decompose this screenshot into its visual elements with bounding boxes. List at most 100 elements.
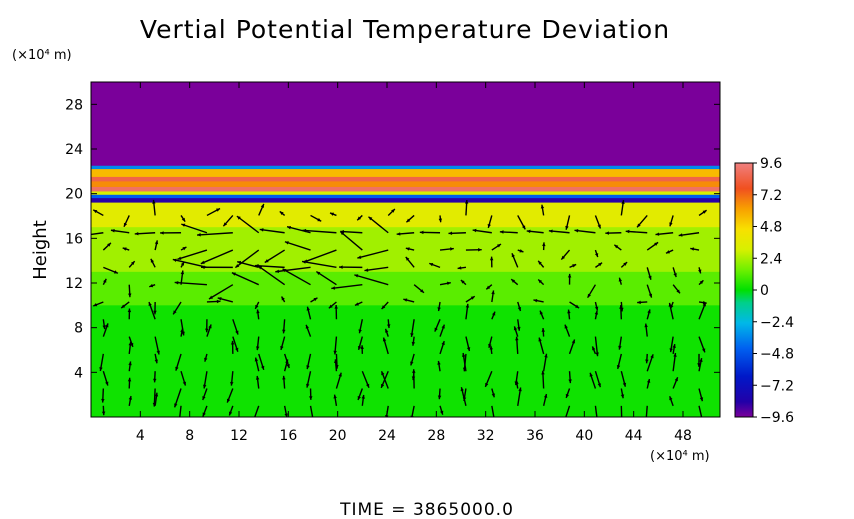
x-axis: 4 8 12 16 20 24 28 32 36 40 44 48	[136, 82, 692, 444]
flow-arrow	[462, 388, 467, 402]
flow-arrow	[587, 284, 597, 299]
flow-arrow	[286, 225, 311, 234]
flow-arrow	[360, 345, 364, 354]
colorbar-tick-label: 9.6	[760, 156, 782, 172]
wind-vector-field	[91, 199, 707, 417]
flow-arrow	[460, 279, 467, 286]
flow-arrow	[154, 240, 159, 251]
colorbar-tick-label: 0	[760, 283, 769, 299]
flow-arrow	[594, 301, 599, 311]
flow-arrow	[567, 273, 572, 285]
flow-arrow	[537, 278, 545, 286]
flow-arrow	[514, 371, 519, 386]
flow-arrow	[255, 375, 260, 389]
flow-arrow	[698, 336, 706, 353]
flow-arrow	[465, 248, 482, 252]
flow-arrow	[403, 298, 415, 303]
flow-arrow	[517, 387, 522, 406]
flow-arrow	[411, 336, 416, 346]
flow-arrow	[646, 354, 654, 372]
flow-arrow	[354, 301, 363, 307]
flow-arrow	[595, 262, 603, 268]
flow-arrow	[259, 228, 285, 234]
flow-arrow	[177, 249, 208, 260]
flow-arrow	[594, 249, 599, 258]
flow-arrow	[616, 353, 623, 370]
flow-arrow	[460, 387, 467, 406]
flow-arrow	[542, 353, 548, 372]
flow-arrow	[437, 360, 441, 372]
flow-arrow	[173, 388, 182, 408]
flow-arrow	[410, 353, 415, 366]
flow-arrow	[499, 230, 518, 234]
colorbar-tick-label: 7.2	[760, 188, 782, 204]
flow-arrow	[153, 301, 157, 315]
colorbar-ticks: 9.6 7.2 4.8 2.4 0 −2.4 −4.8 −7.2 −9.6	[753, 156, 794, 426]
flow-arrow	[103, 266, 119, 274]
flow-arrow	[411, 371, 416, 381]
flow-arrow	[672, 344, 676, 355]
flow-arrow	[127, 377, 132, 389]
flow-arrow	[540, 204, 545, 216]
flow-arrow	[698, 267, 702, 274]
flow-arrow	[548, 229, 570, 234]
flow-arrow	[128, 260, 136, 268]
flow-arrow	[202, 388, 208, 401]
flow-arrow	[128, 395, 133, 406]
y-tick-label: 20	[65, 187, 83, 203]
flow-arrow	[511, 253, 519, 268]
flow-arrow	[517, 249, 524, 253]
flow-arrow	[368, 216, 389, 234]
flow-arrow	[678, 232, 700, 237]
flow-arrow	[513, 326, 519, 337]
flow-arrow	[92, 209, 104, 217]
flow-arrow	[102, 242, 112, 251]
flow-arrow	[232, 336, 239, 352]
flow-arrow	[491, 311, 496, 320]
flow-arrow	[437, 301, 441, 312]
flow-arrow	[646, 267, 652, 280]
flow-arrow	[234, 249, 260, 269]
flow-arrow	[405, 214, 415, 223]
flow-arrow	[174, 280, 207, 286]
layer-band-2	[91, 169, 720, 178]
flow-arrow	[200, 265, 233, 270]
flow-arrow	[231, 272, 260, 286]
flow-arrow	[465, 303, 470, 320]
flow-arrow	[472, 228, 492, 234]
y-axis: 4 8 12 16 20 24 28	[65, 97, 720, 381]
x-tick-label: 36	[526, 428, 544, 444]
flow-arrow	[669, 301, 674, 310]
flow-arrow	[232, 319, 239, 335]
flow-arrow	[254, 405, 260, 417]
flow-arrow	[284, 241, 311, 251]
flow-arrow	[567, 309, 571, 320]
flow-arrow	[655, 232, 674, 236]
flow-arrow	[644, 323, 648, 337]
flow-arrow	[439, 405, 444, 415]
flow-arrow	[569, 301, 580, 309]
flow-arrow	[594, 310, 599, 320]
flow-arrow	[335, 372, 342, 389]
flow-arrow	[605, 231, 622, 235]
flow-arrow	[122, 247, 130, 251]
flow-arrow	[491, 405, 495, 417]
flow-arrow	[665, 249, 674, 254]
flow-arrow	[560, 249, 571, 261]
flow-arrow	[180, 246, 187, 251]
flow-arrow	[180, 319, 185, 336]
flow-arrow	[236, 215, 260, 234]
flow-arrow	[256, 309, 260, 320]
flow-arrow	[491, 388, 495, 398]
flow-arrow	[254, 357, 260, 372]
flow-arrow	[698, 279, 704, 286]
flow-arrow	[382, 337, 389, 355]
flow-arrow	[102, 323, 109, 337]
y-tick-label: 8	[74, 321, 83, 337]
y-tick-label: 12	[65, 276, 83, 292]
flow-arrow	[305, 324, 312, 337]
flow-arrow	[618, 336, 623, 350]
flow-arrow	[217, 297, 234, 303]
flow-arrow	[613, 244, 622, 251]
flow-arrow	[255, 336, 260, 351]
